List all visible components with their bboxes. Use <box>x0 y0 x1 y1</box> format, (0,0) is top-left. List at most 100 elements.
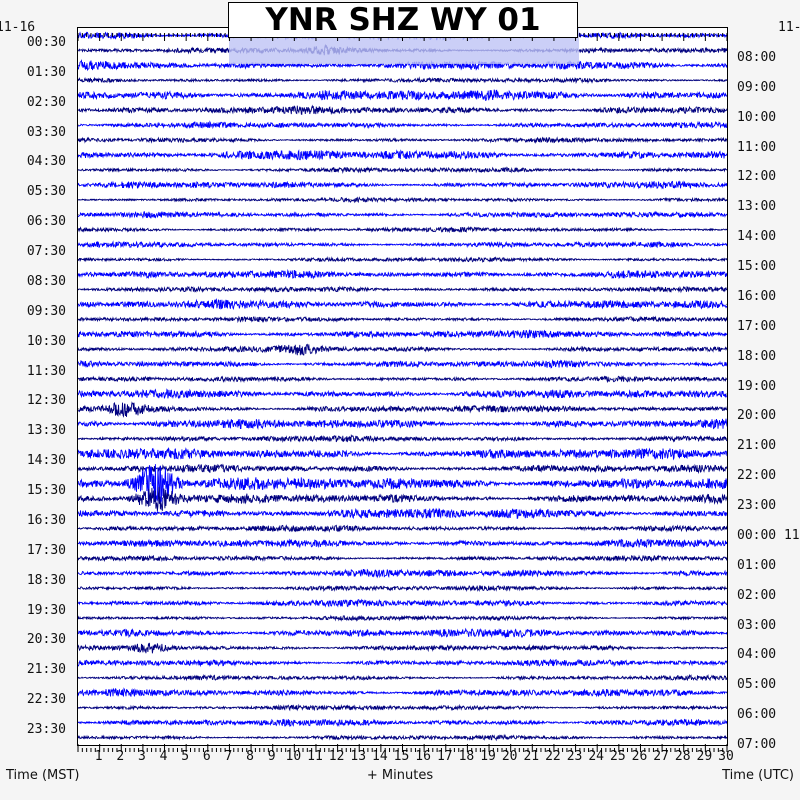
trace-row <box>78 642 727 654</box>
trace-row <box>78 196 727 204</box>
trace-row <box>78 285 727 294</box>
minute-tick-label: 5 <box>181 749 190 764</box>
left-hour-label: 05:30 <box>26 184 66 200</box>
right-hour-label: 09:00 <box>737 79 777 95</box>
minute-tick-label: 3 <box>137 749 146 764</box>
trace-row <box>78 255 727 263</box>
trace-row <box>78 733 727 742</box>
left-hour-label: 17:30 <box>26 542 66 558</box>
trace-row <box>78 447 727 461</box>
minute-tick-label: 27 <box>653 749 669 764</box>
trace-canvas <box>78 29 727 742</box>
trace-row <box>78 627 727 639</box>
left-hour-label: 16:30 <box>26 512 66 528</box>
trace-row <box>78 149 727 161</box>
trace-row <box>78 104 727 116</box>
left-hour-label: 19:30 <box>26 602 66 618</box>
minute-tick-label: 13 <box>350 749 367 764</box>
trace-row <box>78 673 727 682</box>
trace-row <box>78 166 727 174</box>
trace-row <box>78 418 727 430</box>
trace-row <box>78 554 727 563</box>
minute-tick-label: 2 <box>116 749 125 764</box>
trace-row <box>78 329 727 339</box>
right-hour-label: 08:00 <box>737 49 777 65</box>
minute-tick-label: 9 <box>267 749 276 764</box>
trace-row <box>78 59 727 72</box>
trace-row <box>78 359 727 369</box>
trace-row <box>78 524 727 533</box>
right-hour-label: 23:00 <box>737 498 777 513</box>
chart-title-box: YNR SHZ WY 01 <box>228 2 578 38</box>
right-hour-label: 18:00 <box>737 348 777 364</box>
minute-tick-label: 22 <box>545 749 561 764</box>
left-hour-label: 00:30 <box>26 34 66 50</box>
left-hour-label: 23:30 <box>26 722 66 738</box>
trace-row <box>78 298 727 310</box>
right-hour-label: 06:00 <box>737 707 777 723</box>
right-hour-label: 10:00 <box>737 109 777 125</box>
trace-row <box>78 598 727 608</box>
trace-row <box>78 538 727 549</box>
right-hour-label: 14:00 <box>737 229 777 245</box>
minute-tick-label: 28 <box>674 749 691 764</box>
right-hour-label: 19:00 <box>737 378 777 394</box>
minute-tick-label: 1 <box>94 749 103 764</box>
right-hour-label: 05:00 <box>737 677 777 693</box>
left-hour-label: 11:30 <box>26 363 66 379</box>
date-label-top-left: 11-16 <box>0 20 36 35</box>
trace-row <box>78 687 727 698</box>
seismogram-traces <box>78 28 727 745</box>
left-hour-label: 12:30 <box>26 393 66 409</box>
minute-tick-label: 23 <box>566 749 583 764</box>
trace-row <box>78 584 727 593</box>
left-hour-label: 15:30 <box>26 483 66 499</box>
helicorder-plot-area <box>77 27 728 746</box>
right-hour-label: 20:00 <box>737 408 777 424</box>
minute-tick-label: 10 <box>285 749 302 764</box>
axis-caption-left: Time (MST) <box>6 768 80 783</box>
right-hour-label: 22:00 <box>737 468 777 484</box>
trace-row <box>78 568 727 579</box>
minute-tick-label: 6 <box>202 749 211 764</box>
minute-tick-label: 30 <box>718 749 734 764</box>
left-hour-label: 18:30 <box>26 572 66 588</box>
trace-row <box>78 718 727 728</box>
minute-tick-label: 4 <box>159 749 168 764</box>
right-hour-label: 17:00 <box>737 318 777 334</box>
chart-title: YNR SHZ WY 01 <box>265 1 541 38</box>
bottom-tick-ruler <box>77 737 728 752</box>
trace-row <box>78 240 727 249</box>
trace-row <box>78 76 727 85</box>
minute-tick-label: 11 <box>307 749 323 764</box>
trace-row <box>78 388 727 399</box>
trace-row <box>78 486 727 512</box>
trace-row <box>78 120 727 130</box>
right-hour-label: 11:00 <box>737 139 777 155</box>
minute-tick-label: 12 <box>328 749 345 764</box>
trace-row <box>78 401 727 418</box>
left-hour-label: 02:30 <box>26 94 66 110</box>
trace-row <box>78 375 727 384</box>
left-hour-label: 04:30 <box>26 154 66 170</box>
date-label-top-right: 11-16 <box>778 20 800 35</box>
minute-tick-label: 19 <box>480 749 496 764</box>
left-time-axis: 00:30 01:30 02:30 03:30 04:30 05:30 06:30 07:30… <box>0 27 72 746</box>
left-hour-label: 07:30 <box>26 244 66 260</box>
left-hour-label: 22:30 <box>26 692 66 708</box>
minute-tick-label: 24 <box>588 749 605 764</box>
left-hour-label: 13:30 <box>26 423 66 439</box>
left-hour-label: 10:30 <box>26 333 66 349</box>
minute-tick-label: 20 <box>501 749 518 764</box>
minute-tick-label: 25 <box>610 749 626 764</box>
right-hour-label: 13:00 <box>737 199 777 215</box>
right-hour-label: 21:00 <box>737 438 777 454</box>
trace-row <box>78 464 727 503</box>
minute-tick-label: 26 <box>631 749 648 764</box>
trace-row <box>78 89 727 102</box>
right-hour-label: 01:00 <box>737 557 777 573</box>
trace-row <box>78 180 727 190</box>
minute-tick-label: 15 <box>393 749 410 764</box>
left-hour-label: 14:30 <box>26 453 66 469</box>
trace-row <box>78 268 727 280</box>
